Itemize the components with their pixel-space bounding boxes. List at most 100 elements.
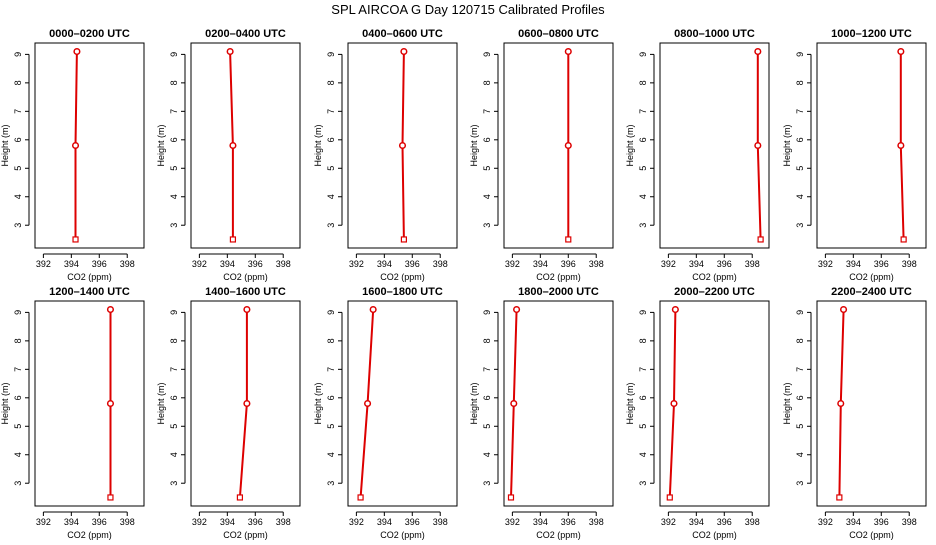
panel-title: 0800–1000 UTC [674, 28, 755, 40]
plot-frame [503, 42, 614, 249]
plot-frame [659, 300, 770, 507]
x-tick-label: 396 [561, 517, 576, 527]
x-tick-label: 398 [902, 517, 917, 527]
data-point [229, 236, 237, 243]
x-tick-label: 394 [846, 259, 861, 269]
data-point [754, 47, 762, 56]
plot-frame [34, 300, 145, 507]
data-point [836, 494, 843, 501]
y-tick-label: 6 [169, 137, 179, 142]
y-tick-label: 4 [326, 452, 336, 457]
y-tick-label: 6 [638, 395, 648, 400]
x-axis-label: CO2 (ppm) [849, 272, 894, 282]
x-tick-label: 394 [220, 517, 235, 527]
y-tick-label: 7 [169, 367, 179, 372]
y-tick-label: 4 [482, 452, 492, 457]
plot-frame [816, 300, 927, 507]
y-tick-label: 3 [795, 481, 805, 486]
y-tick-label: 3 [169, 481, 179, 486]
panel-6: 1200–1400 UTC 392 394 396 398 CO2 (ppm) 3 4 5 6 7 8… [0, 286, 145, 540]
data-point [369, 305, 377, 314]
y-tick-label: 5 [795, 166, 805, 171]
y-tick-label: 3 [13, 481, 23, 486]
x-tick-label: 398 [589, 517, 604, 527]
data-point [226, 47, 234, 56]
y-tick-label: 7 [326, 109, 336, 114]
data-point [73, 47, 81, 56]
data-point [357, 494, 364, 501]
data-point [71, 141, 80, 150]
y-tick-label: 8 [13, 80, 23, 85]
data-point [897, 47, 905, 56]
panel-4: 0800–1000 UTC 392 394 396 398 CO2 (ppm) 3 4 5 6 7 8… [625, 28, 770, 282]
x-tick-label: 392 [349, 259, 364, 269]
y-tick-label: 4 [169, 452, 179, 457]
data-point [510, 399, 518, 408]
data-point [398, 141, 407, 150]
y-tick-label: 4 [13, 452, 23, 457]
y-tick-label: 5 [638, 166, 648, 171]
y-tick-label: 5 [638, 424, 648, 429]
y-tick-label: 6 [482, 137, 492, 142]
y-axis-label: Height (m) [156, 124, 166, 166]
data-point [513, 305, 521, 314]
y-axis-label: Height (m) [313, 124, 323, 166]
y-tick-label: 9 [169, 52, 179, 57]
panel-3: 0600–0800 UTC 392 394 396 398 CO2 (ppm) 3 4 5 6 7 8… [469, 28, 614, 282]
x-tick-label: 392 [36, 259, 51, 269]
panel-9: 1800–2000 UTC 392 394 396 398 CO2 (ppm) 3 4 5 6 7 8… [469, 286, 614, 540]
x-tick-label: 392 [505, 517, 520, 527]
data-point [671, 305, 679, 314]
y-tick-label: 6 [795, 395, 805, 400]
x-axis-label: CO2 (ppm) [223, 272, 268, 282]
data-point [400, 47, 408, 56]
y-tick-label: 8 [482, 338, 492, 343]
panel-1: 0200–0400 UTC 392 394 396 398 CO2 (ppm) 3 4 5 6 7 8… [156, 28, 301, 282]
y-axis-label: Height (m) [625, 124, 635, 166]
y-tick-label: 3 [638, 481, 648, 486]
x-tick-label: 398 [120, 259, 135, 269]
x-axis-label: CO2 (ppm) [849, 530, 894, 540]
plot-frame [503, 300, 614, 507]
x-tick-label: 396 [717, 259, 732, 269]
panel-title: 2200–2400 UTC [831, 286, 912, 298]
data-point [243, 399, 251, 408]
x-tick-label: 396 [717, 517, 732, 527]
x-tick-label: 398 [433, 517, 448, 527]
data-point [564, 47, 572, 56]
plot-frame [816, 42, 927, 249]
panel-title: 0600–0800 UTC [518, 28, 599, 40]
y-tick-label: 5 [482, 424, 492, 429]
y-tick-label: 3 [482, 223, 492, 228]
x-tick-label: 394 [220, 259, 235, 269]
y-tick-label: 8 [795, 338, 805, 343]
plot-frame [659, 42, 770, 249]
y-axis-label: Height (m) [0, 124, 10, 166]
y-tick-label: 5 [169, 424, 179, 429]
y-tick-label: 7 [482, 109, 492, 114]
y-tick-label: 7 [795, 367, 805, 372]
y-tick-label: 5 [169, 166, 179, 171]
y-tick-label: 9 [13, 52, 23, 57]
y-tick-label: 3 [169, 223, 179, 228]
y-tick-label: 8 [13, 338, 23, 343]
data-point [666, 494, 673, 501]
x-axis-label: CO2 (ppm) [380, 272, 425, 282]
y-tick-label: 3 [482, 481, 492, 486]
y-tick-label: 6 [13, 137, 23, 142]
y-tick-label: 9 [326, 52, 336, 57]
y-tick-label: 4 [169, 194, 179, 199]
x-axis-label: CO2 (ppm) [692, 272, 737, 282]
y-tick-label: 7 [326, 367, 336, 372]
x-tick-label: 398 [433, 259, 448, 269]
y-tick-label: 8 [326, 80, 336, 85]
panel-title: 0000–0200 UTC [49, 28, 130, 40]
y-tick-label: 6 [638, 137, 648, 142]
panel-5: 1000–1200 UTC 392 394 396 398 CO2 (ppm) 3 4 5 6 7 8… [782, 28, 927, 282]
data-point [897, 141, 905, 150]
panel-title: 0400–0600 UTC [362, 28, 443, 40]
x-tick-label: 394 [689, 259, 704, 269]
y-axis-label: Height (m) [0, 382, 10, 424]
data-point [106, 399, 115, 408]
